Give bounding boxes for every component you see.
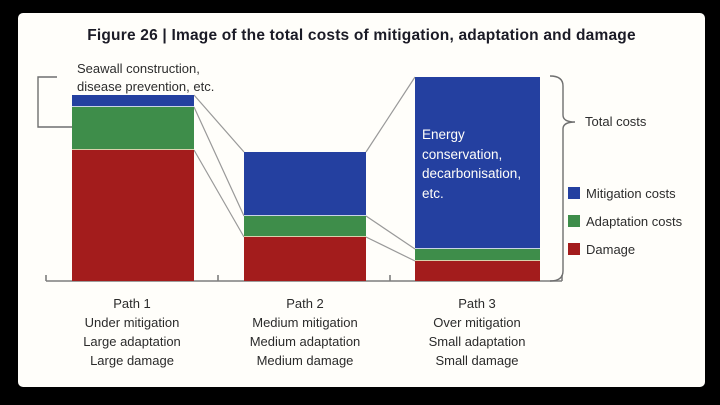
segment-adaptation-costs (244, 216, 366, 237)
path3-sub2: Small adaptation (428, 334, 526, 349)
category-label-path1: Path 1 Under mitigation Large adaptation… (42, 294, 222, 370)
annotation-energy-line1: Energy (422, 127, 465, 142)
annotation-energy-line4: etc. (422, 185, 444, 201)
segment-adaptation-costs (72, 107, 194, 150)
legend-label-damage: Damage (586, 241, 636, 257)
annotation-seawall: Seawall construction, disease prevention… (77, 60, 214, 95)
bar-path-1 (72, 95, 194, 281)
legend-label-adaptation: Adaptation costs (586, 213, 683, 229)
path3-sub1: Over mitigation (433, 315, 521, 330)
path2-name: Path 2 (286, 296, 324, 311)
mitigation-swatch-icon (568, 187, 580, 199)
bar-path-3 (415, 77, 540, 281)
segment-mitigation-costs (72, 95, 194, 107)
segment-damage (244, 237, 366, 281)
connector-line (193, 94, 245, 153)
damage-swatch-icon (568, 243, 580, 255)
connector-line (193, 106, 245, 217)
category-label-path3: Path 3 Over mitigation Small adaptation … (387, 294, 567, 370)
path3-name: Path 3 (458, 296, 496, 311)
path3-sub3: Small damage (435, 353, 519, 368)
annotation-energy-line2: conservation, (422, 146, 503, 162)
connector-lines (193, 76, 416, 262)
legend-item-adaptation: Adaptation costs (568, 207, 682, 235)
total-costs-label: Total costs (585, 114, 647, 129)
segment-damage (415, 261, 540, 281)
category-label-path2: Path 2 Medium mitigation Medium adaptati… (215, 294, 395, 370)
path2-sub3: Medium damage (256, 353, 354, 368)
bar-path-2 (244, 152, 366, 281)
path1-sub2: Large adaptation (83, 334, 181, 349)
adaptation-swatch-icon (568, 215, 580, 227)
figure-panel: Figure 26 | Image of the total costs of … (18, 13, 705, 387)
path2-sub1: Medium mitigation (252, 315, 358, 330)
legend-item-mitigation: Mitigation costs (568, 179, 682, 207)
connector-line (365, 236, 416, 262)
connector-line (365, 215, 416, 250)
chart-overlay (37, 75, 576, 282)
annotation-seawall-line2: disease prevention, etc. (77, 78, 215, 94)
annotation-energy: Energy conservation, decarbonisation, et… (422, 125, 521, 203)
legend-label-mitigation: Mitigation costs (586, 185, 676, 201)
legend-item-damage: Damage (568, 235, 682, 263)
path1-name: Path 1 (113, 296, 151, 311)
legend: Mitigation costs Adaptation costs Damage (568, 179, 682, 263)
segment-mitigation-costs (415, 77, 540, 249)
path2-sub2: Medium adaptation (249, 334, 361, 349)
total-costs-bracket (549, 75, 576, 282)
segment-mitigation-costs (244, 152, 366, 216)
path1-sub3: Large damage (90, 353, 174, 368)
stacked-bars (18, 13, 705, 387)
figure-title: Figure 26 | Image of the total costs of … (87, 27, 636, 44)
annotation-seawall-line1: Seawall construction, (77, 61, 200, 76)
path1-sub1: Under mitigation (84, 315, 180, 330)
segment-adaptation-costs (415, 249, 540, 261)
connector-line (365, 76, 416, 153)
seawall-bracket (37, 76, 74, 128)
annotation-energy-line3: decarbonisation, (422, 166, 522, 181)
segment-damage (72, 150, 194, 281)
connector-line (193, 149, 245, 238)
